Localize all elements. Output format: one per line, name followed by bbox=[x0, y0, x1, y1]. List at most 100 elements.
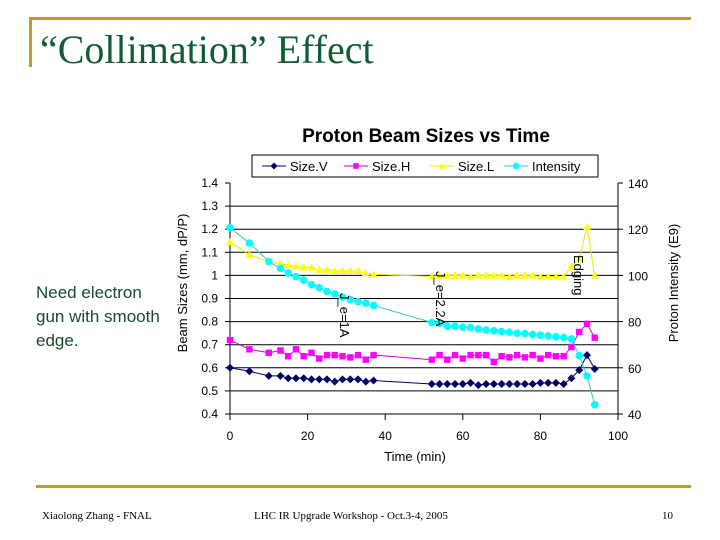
data-point bbox=[528, 330, 537, 339]
data-point bbox=[284, 374, 293, 383]
data-point bbox=[338, 293, 347, 301]
y-tick-label: 1.4 bbox=[201, 176, 218, 190]
y-tick-label: 1.2 bbox=[201, 222, 218, 236]
data-point bbox=[369, 376, 378, 385]
y-tick-label: 1 bbox=[211, 268, 218, 282]
data-point bbox=[560, 353, 567, 360]
data-point bbox=[451, 379, 460, 388]
data-point bbox=[339, 353, 346, 360]
data-point bbox=[458, 379, 467, 388]
data-point bbox=[451, 271, 460, 279]
data-point bbox=[475, 351, 482, 359]
data-point bbox=[265, 257, 273, 266]
data-point bbox=[285, 353, 292, 360]
data-point bbox=[551, 378, 560, 387]
data-point bbox=[590, 400, 599, 409]
data-point bbox=[498, 353, 505, 360]
data-point bbox=[559, 272, 568, 280]
data-point bbox=[226, 224, 234, 232]
data-point bbox=[544, 332, 552, 340]
annotation-edging: Edging bbox=[571, 255, 586, 295]
data-point bbox=[315, 265, 324, 273]
legend-box bbox=[251, 154, 599, 178]
data-point bbox=[369, 270, 378, 278]
data-point bbox=[284, 261, 293, 269]
data-point bbox=[490, 358, 498, 366]
data-point bbox=[338, 375, 347, 384]
data-point bbox=[451, 322, 459, 331]
left-rule bbox=[29, 17, 32, 67]
legend-marker bbox=[270, 162, 278, 170]
data-point bbox=[506, 354, 513, 361]
legend-label: Intensity bbox=[532, 159, 581, 174]
data-point bbox=[489, 271, 498, 279]
data-point bbox=[307, 263, 316, 271]
data-point bbox=[505, 328, 514, 337]
data-point bbox=[323, 351, 331, 359]
data-point bbox=[582, 351, 591, 360]
data-point bbox=[330, 377, 339, 386]
footer-event: LHC IR Upgrade Workshop - Oct.3-4, 2005 bbox=[254, 510, 448, 522]
slide-title: “Collimation” Effect bbox=[40, 27, 374, 72]
series-sizeh bbox=[226, 320, 598, 366]
data-point bbox=[435, 379, 444, 388]
data-point bbox=[292, 346, 300, 353]
data-point bbox=[536, 378, 545, 387]
data-point bbox=[466, 378, 475, 387]
data-point bbox=[583, 372, 591, 380]
data-point bbox=[226, 363, 234, 372]
data-point bbox=[544, 378, 553, 387]
x-tick-label: 100 bbox=[608, 429, 628, 443]
y-tick-label: 1.1 bbox=[201, 245, 218, 259]
data-point bbox=[520, 379, 529, 388]
data-point bbox=[291, 262, 300, 270]
data-point bbox=[467, 351, 474, 359]
data-point bbox=[505, 272, 514, 280]
y-tick-label: 0.8 bbox=[201, 315, 218, 329]
legend-marker bbox=[353, 163, 359, 169]
legend: Size.V Size.H Size.L Intensity bbox=[251, 154, 599, 178]
x-tick-label: 0 bbox=[227, 429, 234, 443]
data-point bbox=[307, 280, 316, 289]
data-point bbox=[362, 356, 369, 363]
data-point bbox=[427, 379, 436, 388]
x-tick-label: 80 bbox=[534, 429, 548, 443]
data-point bbox=[276, 371, 285, 380]
data-point bbox=[299, 374, 308, 383]
data-point bbox=[265, 349, 272, 356]
data-point bbox=[323, 375, 331, 384]
y-tick-label: 0.7 bbox=[201, 338, 218, 352]
y-tick-label: 1.3 bbox=[201, 199, 218, 213]
data-point bbox=[482, 351, 490, 359]
data-point bbox=[575, 351, 583, 360]
y-axis-label: Beam Sizes (mm, dP/P) bbox=[175, 214, 190, 353]
data-point bbox=[354, 266, 363, 274]
data-point bbox=[513, 351, 521, 359]
top-rule bbox=[29, 17, 691, 20]
data-point bbox=[300, 353, 307, 360]
y-right-tick-label: 100 bbox=[628, 269, 648, 283]
data-point bbox=[568, 343, 575, 351]
data-point bbox=[292, 272, 300, 281]
data-point bbox=[582, 222, 591, 231]
data-point bbox=[246, 346, 253, 353]
data-point bbox=[505, 379, 514, 388]
data-point bbox=[559, 333, 568, 342]
data-point bbox=[354, 375, 363, 384]
data-point bbox=[443, 271, 452, 279]
footer-author: Xiaolong Zhang - FNAL bbox=[42, 510, 152, 522]
data-point bbox=[459, 323, 467, 331]
data-point bbox=[291, 374, 300, 383]
data-point bbox=[330, 290, 339, 298]
data-point bbox=[489, 379, 498, 388]
series-line bbox=[229, 226, 596, 278]
x-tick-label: 40 bbox=[379, 429, 393, 443]
annotation-je-2-2a: J_e=2.2A bbox=[433, 271, 448, 327]
data-point bbox=[544, 351, 552, 359]
data-point bbox=[474, 271, 483, 279]
data-point bbox=[537, 355, 544, 362]
data-point bbox=[552, 333, 560, 341]
data-point bbox=[482, 271, 491, 279]
data-point bbox=[354, 351, 362, 359]
data-point bbox=[466, 272, 475, 280]
